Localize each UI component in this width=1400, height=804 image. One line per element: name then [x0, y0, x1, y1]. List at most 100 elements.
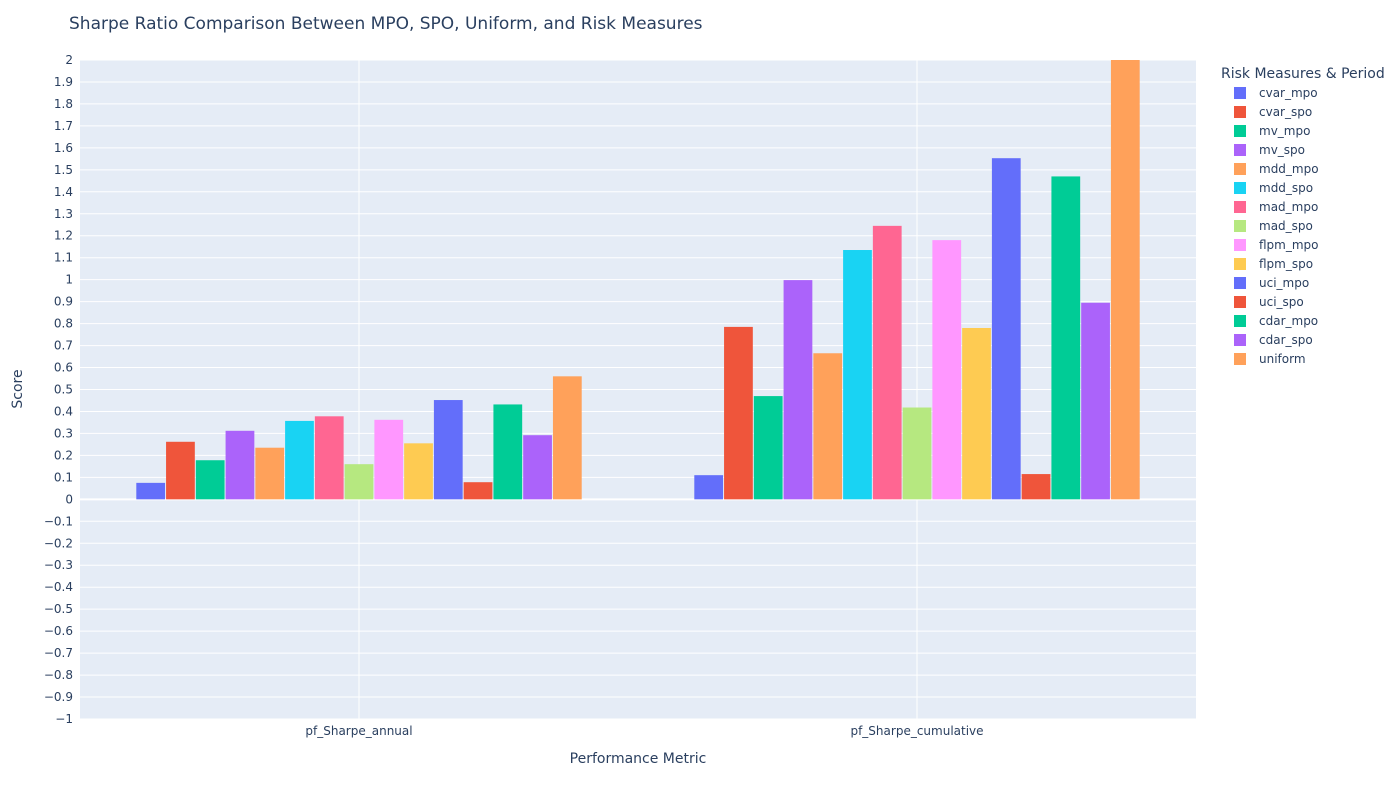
bar-mad_spo-pf_Sharpe_cumulative[interactable] [902, 407, 932, 500]
legend-swatch[interactable] [1234, 334, 1246, 346]
legend-swatch[interactable] [1234, 239, 1246, 251]
y-tick-label: −0.9 [44, 690, 73, 704]
y-tick-label: −0.4 [44, 580, 73, 594]
y-tick-label: −0.6 [44, 624, 73, 638]
y-tick-label: 0.3 [54, 426, 73, 440]
bar-mdd_spo-pf_Sharpe_cumulative[interactable] [843, 250, 872, 500]
legend-swatch[interactable] [1234, 106, 1246, 118]
y-tick-label: 1.1 [54, 251, 73, 265]
legend-title: Risk Measures & Period [1221, 66, 1385, 82]
y-tick-label: 0.4 [54, 404, 73, 418]
bar-mad_mpo-pf_Sharpe_cumulative[interactable] [872, 225, 902, 500]
bar-mdd_mpo-pf_Sharpe_cumulative[interactable] [813, 353, 843, 500]
y-tick-label: −0.7 [44, 646, 73, 660]
bar-uci_mpo-pf_Sharpe_annual[interactable] [433, 400, 463, 500]
bar-cdar_mpo-pf_Sharpe_annual[interactable] [493, 404, 523, 500]
y-tick-label: −0.3 [44, 558, 73, 572]
legend-swatch[interactable] [1234, 277, 1246, 289]
legend-item-mdd_mpo[interactable]: mdd_mpo [1259, 162, 1319, 176]
legend-swatch[interactable] [1234, 87, 1246, 99]
y-tick-label: 1.6 [54, 141, 73, 155]
bar-mad_spo-pf_Sharpe_annual[interactable] [344, 464, 374, 500]
y-tick-label: −0.2 [44, 536, 73, 550]
bar-cdar_spo-pf_Sharpe_cumulative[interactable] [1081, 302, 1110, 500]
legend-item-cdar_spo[interactable]: cdar_spo [1259, 333, 1313, 347]
y-tick-label: −0.1 [44, 514, 73, 528]
y-tick-label: −0.8 [44, 668, 73, 682]
legend-item-mdd_spo[interactable]: mdd_spo [1259, 181, 1313, 195]
y-axis-title: Score [10, 369, 26, 408]
legend-swatch[interactable] [1234, 144, 1246, 156]
bar-uci_spo-pf_Sharpe_annual[interactable] [463, 482, 493, 500]
legend-swatch[interactable] [1234, 296, 1246, 308]
bars [136, 60, 1140, 500]
legend-item-mv_spo[interactable]: mv_spo [1259, 143, 1305, 157]
bar-flpm_mpo-pf_Sharpe_annual[interactable] [374, 419, 404, 500]
legend-swatch[interactable] [1234, 220, 1246, 232]
bar-flpm_spo-pf_Sharpe_annual[interactable] [404, 443, 433, 500]
legend-swatch[interactable] [1234, 353, 1246, 365]
y-tick-label: 2 [65, 53, 73, 67]
bar-uniform-pf_Sharpe_annual[interactable] [552, 376, 582, 500]
legend-item-cvar_spo[interactable]: cvar_spo [1259, 105, 1312, 119]
x-tick-labels: pf_Sharpe_annual pf_Sharpe_cumulative [305, 724, 983, 738]
y-tick-label: 1.2 [54, 229, 73, 243]
bar-cvar_spo-pf_Sharpe_cumulative[interactable] [724, 326, 753, 500]
legend-swatch[interactable] [1234, 163, 1246, 175]
y-tick-label: 1.9 [54, 75, 73, 89]
bar-uci_spo-pf_Sharpe_cumulative[interactable] [1021, 474, 1051, 500]
bar-mdd_mpo-pf_Sharpe_annual[interactable] [255, 447, 285, 500]
legend-swatch[interactable] [1234, 315, 1246, 327]
y-tick-label: 1.7 [54, 119, 73, 133]
legend-item-flpm_mpo[interactable]: flpm_mpo [1259, 238, 1319, 252]
bar-uniform-pf_Sharpe_cumulative[interactable] [1110, 60, 1140, 500]
y-tick-label: 0.9 [54, 295, 73, 309]
legend-swatch[interactable] [1234, 125, 1246, 137]
bar-cdar_spo-pf_Sharpe_annual[interactable] [523, 435, 552, 500]
bar-uci_mpo-pf_Sharpe_cumulative[interactable] [991, 158, 1021, 500]
legend-item-flpm_spo[interactable]: flpm_spo [1259, 257, 1313, 271]
x-axis-title: Performance Metric [570, 751, 707, 767]
bar-mdd_spo-pf_Sharpe_annual[interactable] [285, 420, 314, 500]
legend-swatch[interactable] [1234, 182, 1246, 194]
y-tick-label: 0.6 [54, 361, 73, 375]
legend-item-mad_spo[interactable]: mad_spo [1259, 219, 1313, 233]
bar-flpm_spo-pf_Sharpe_cumulative[interactable] [962, 327, 991, 500]
legend-item-cdar_mpo[interactable]: cdar_mpo [1259, 314, 1318, 328]
legend-item-uci_spo[interactable]: uci_spo [1259, 295, 1304, 309]
x-tick-label: pf_Sharpe_annual [305, 724, 412, 738]
legend-item-mv_mpo[interactable]: mv_mpo [1259, 124, 1310, 138]
x-tick-label: pf_Sharpe_cumulative [850, 724, 983, 738]
bar-mv_spo-pf_Sharpe_cumulative[interactable] [783, 280, 813, 500]
y-tick-label: 0.8 [54, 317, 73, 331]
y-tick-label: 0.1 [54, 470, 73, 484]
legend-swatch[interactable] [1234, 201, 1246, 213]
legend-item-uniform[interactable]: uniform [1259, 352, 1306, 366]
bar-mv_spo-pf_Sharpe_annual[interactable] [225, 430, 255, 500]
bar-cvar_mpo-pf_Sharpe_cumulative[interactable] [694, 475, 724, 500]
y-tick-label: 0.5 [54, 383, 73, 397]
y-tick-label: −0.5 [44, 602, 73, 616]
y-tick-label: 1.3 [54, 207, 73, 221]
bar-cvar_mpo-pf_Sharpe_annual[interactable] [136, 482, 166, 500]
legend-swatch[interactable] [1234, 258, 1246, 270]
legend-item-uci_mpo[interactable]: uci_mpo [1259, 276, 1309, 290]
legend-item-cvar_mpo[interactable]: cvar_mpo [1259, 86, 1318, 100]
legend-item-mad_mpo[interactable]: mad_mpo [1259, 200, 1318, 214]
bar-mv_mpo-pf_Sharpe_cumulative[interactable] [753, 396, 783, 500]
bar-mv_mpo-pf_Sharpe_annual[interactable] [195, 460, 225, 500]
legend: Risk Measures & Period cvar_mpo cvar_spom… [1221, 66, 1385, 366]
bar-mad_mpo-pf_Sharpe_annual[interactable] [314, 416, 344, 500]
bar-flpm_mpo-pf_Sharpe_cumulative[interactable] [932, 240, 962, 500]
y-tick-label: −1 [55, 712, 73, 726]
chart-title: Sharpe Ratio Comparison Between MPO, SPO… [69, 14, 703, 34]
y-tick-label: 0.7 [54, 339, 73, 353]
bar-cdar_mpo-pf_Sharpe_cumulative[interactable] [1051, 176, 1081, 500]
y-tick-label: 0.2 [54, 448, 73, 462]
y-tick-labels: −1 −0.9 −0.8 −0.7 −0.6 −0.5 −0.4 −0.3 −0.2 −0.1 0 0… [44, 53, 73, 726]
y-tick-label: 0 [65, 492, 73, 506]
bar-cvar_spo-pf_Sharpe_annual[interactable] [166, 441, 195, 500]
y-tick-label: 1.5 [54, 163, 73, 177]
